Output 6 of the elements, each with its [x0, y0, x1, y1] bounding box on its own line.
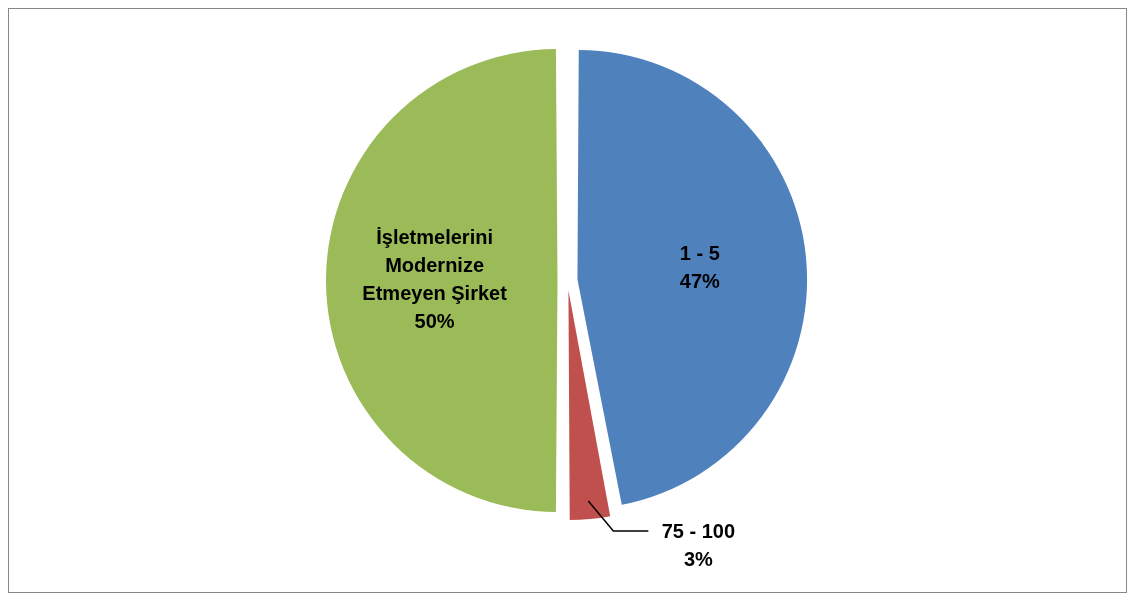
slice-label: İşletmelerini Modernize Etmeyen Şirket — [362, 226, 508, 305]
data-label: 47% — [679, 269, 721, 292]
slice-label: 1 - 5 — [679, 241, 720, 264]
slice-label: 75 - 100 — [661, 519, 736, 542]
data-label: 50% — [414, 310, 455, 333]
data-label: 3% — [683, 547, 714, 570]
